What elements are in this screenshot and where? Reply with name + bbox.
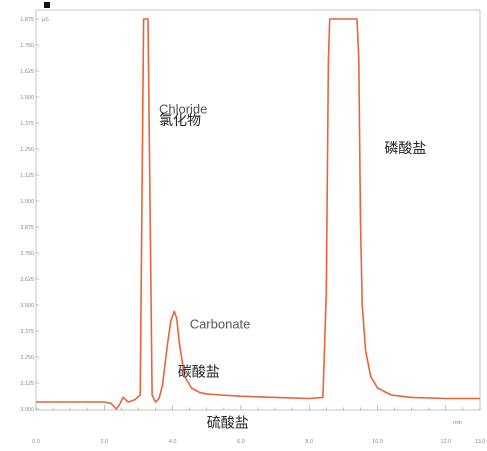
- y-tick-label: 1.000: [20, 199, 34, 205]
- y-tick-label: 3.625: [20, 277, 34, 283]
- y-tick-label: 1.750: [20, 43, 34, 49]
- y-tick-label: 3.250: [20, 355, 34, 361]
- y-tick-label: 3.500: [20, 303, 34, 309]
- peak-label-en: Carbonate: [190, 317, 251, 332]
- y-tick-label: 3.125: [20, 381, 34, 387]
- plot-frame: [35, 9, 481, 411]
- peak-label-zh: 硫酸盐: [207, 416, 249, 432]
- y-axis-ticks: 3.000 3.125 3.250 3.375 3.500 3.625 3.750 3.875…: [20, 17, 39, 413]
- x-tick-label: 2.0: [100, 439, 108, 445]
- y-tick-label: 3.000: [20, 407, 34, 413]
- peak-label-en: Chloride: [159, 101, 207, 116]
- y-tick-label: 3.875: [20, 225, 34, 231]
- y-tick-label: 1.875: [20, 17, 34, 23]
- x-tick-label: 0.0: [32, 439, 40, 445]
- x-tick-label: 12.0: [440, 439, 451, 445]
- y-tick-label: 1.625: [20, 69, 34, 75]
- x-tick-label: 8.0: [305, 439, 313, 445]
- y-axis-unit-label: µS: [42, 17, 49, 23]
- x-tick-label: 4.0: [169, 439, 177, 445]
- x-axis-unit-label: min: [453, 420, 462, 426]
- x-tick-label: 6.0: [237, 439, 245, 445]
- y-tick-label: 1.375: [20, 121, 34, 127]
- x-axis-ticks: 0.0 2.0 4.0 6.0 8.0 10.0 12.0 13.0: [32, 405, 485, 445]
- y-tick-label: 1.500: [20, 95, 34, 101]
- x-tick-label: 10.0: [372, 439, 383, 445]
- corner-marker: [44, 2, 50, 8]
- peak-label-zh: 磷酸盐: [384, 141, 426, 157]
- x-tick-label: 13.0: [475, 439, 486, 445]
- y-tick-label: 1.250: [20, 147, 34, 153]
- conductivity-trace: [36, 18, 480, 410]
- y-tick-label: 3.375: [20, 329, 34, 335]
- y-tick-label: 3.750: [20, 251, 34, 257]
- y-tick-label: 1.125: [20, 173, 34, 179]
- peak-label-zh: 氯化物: [159, 113, 201, 129]
- peak-label-zh: 碳酸盐: [178, 364, 220, 380]
